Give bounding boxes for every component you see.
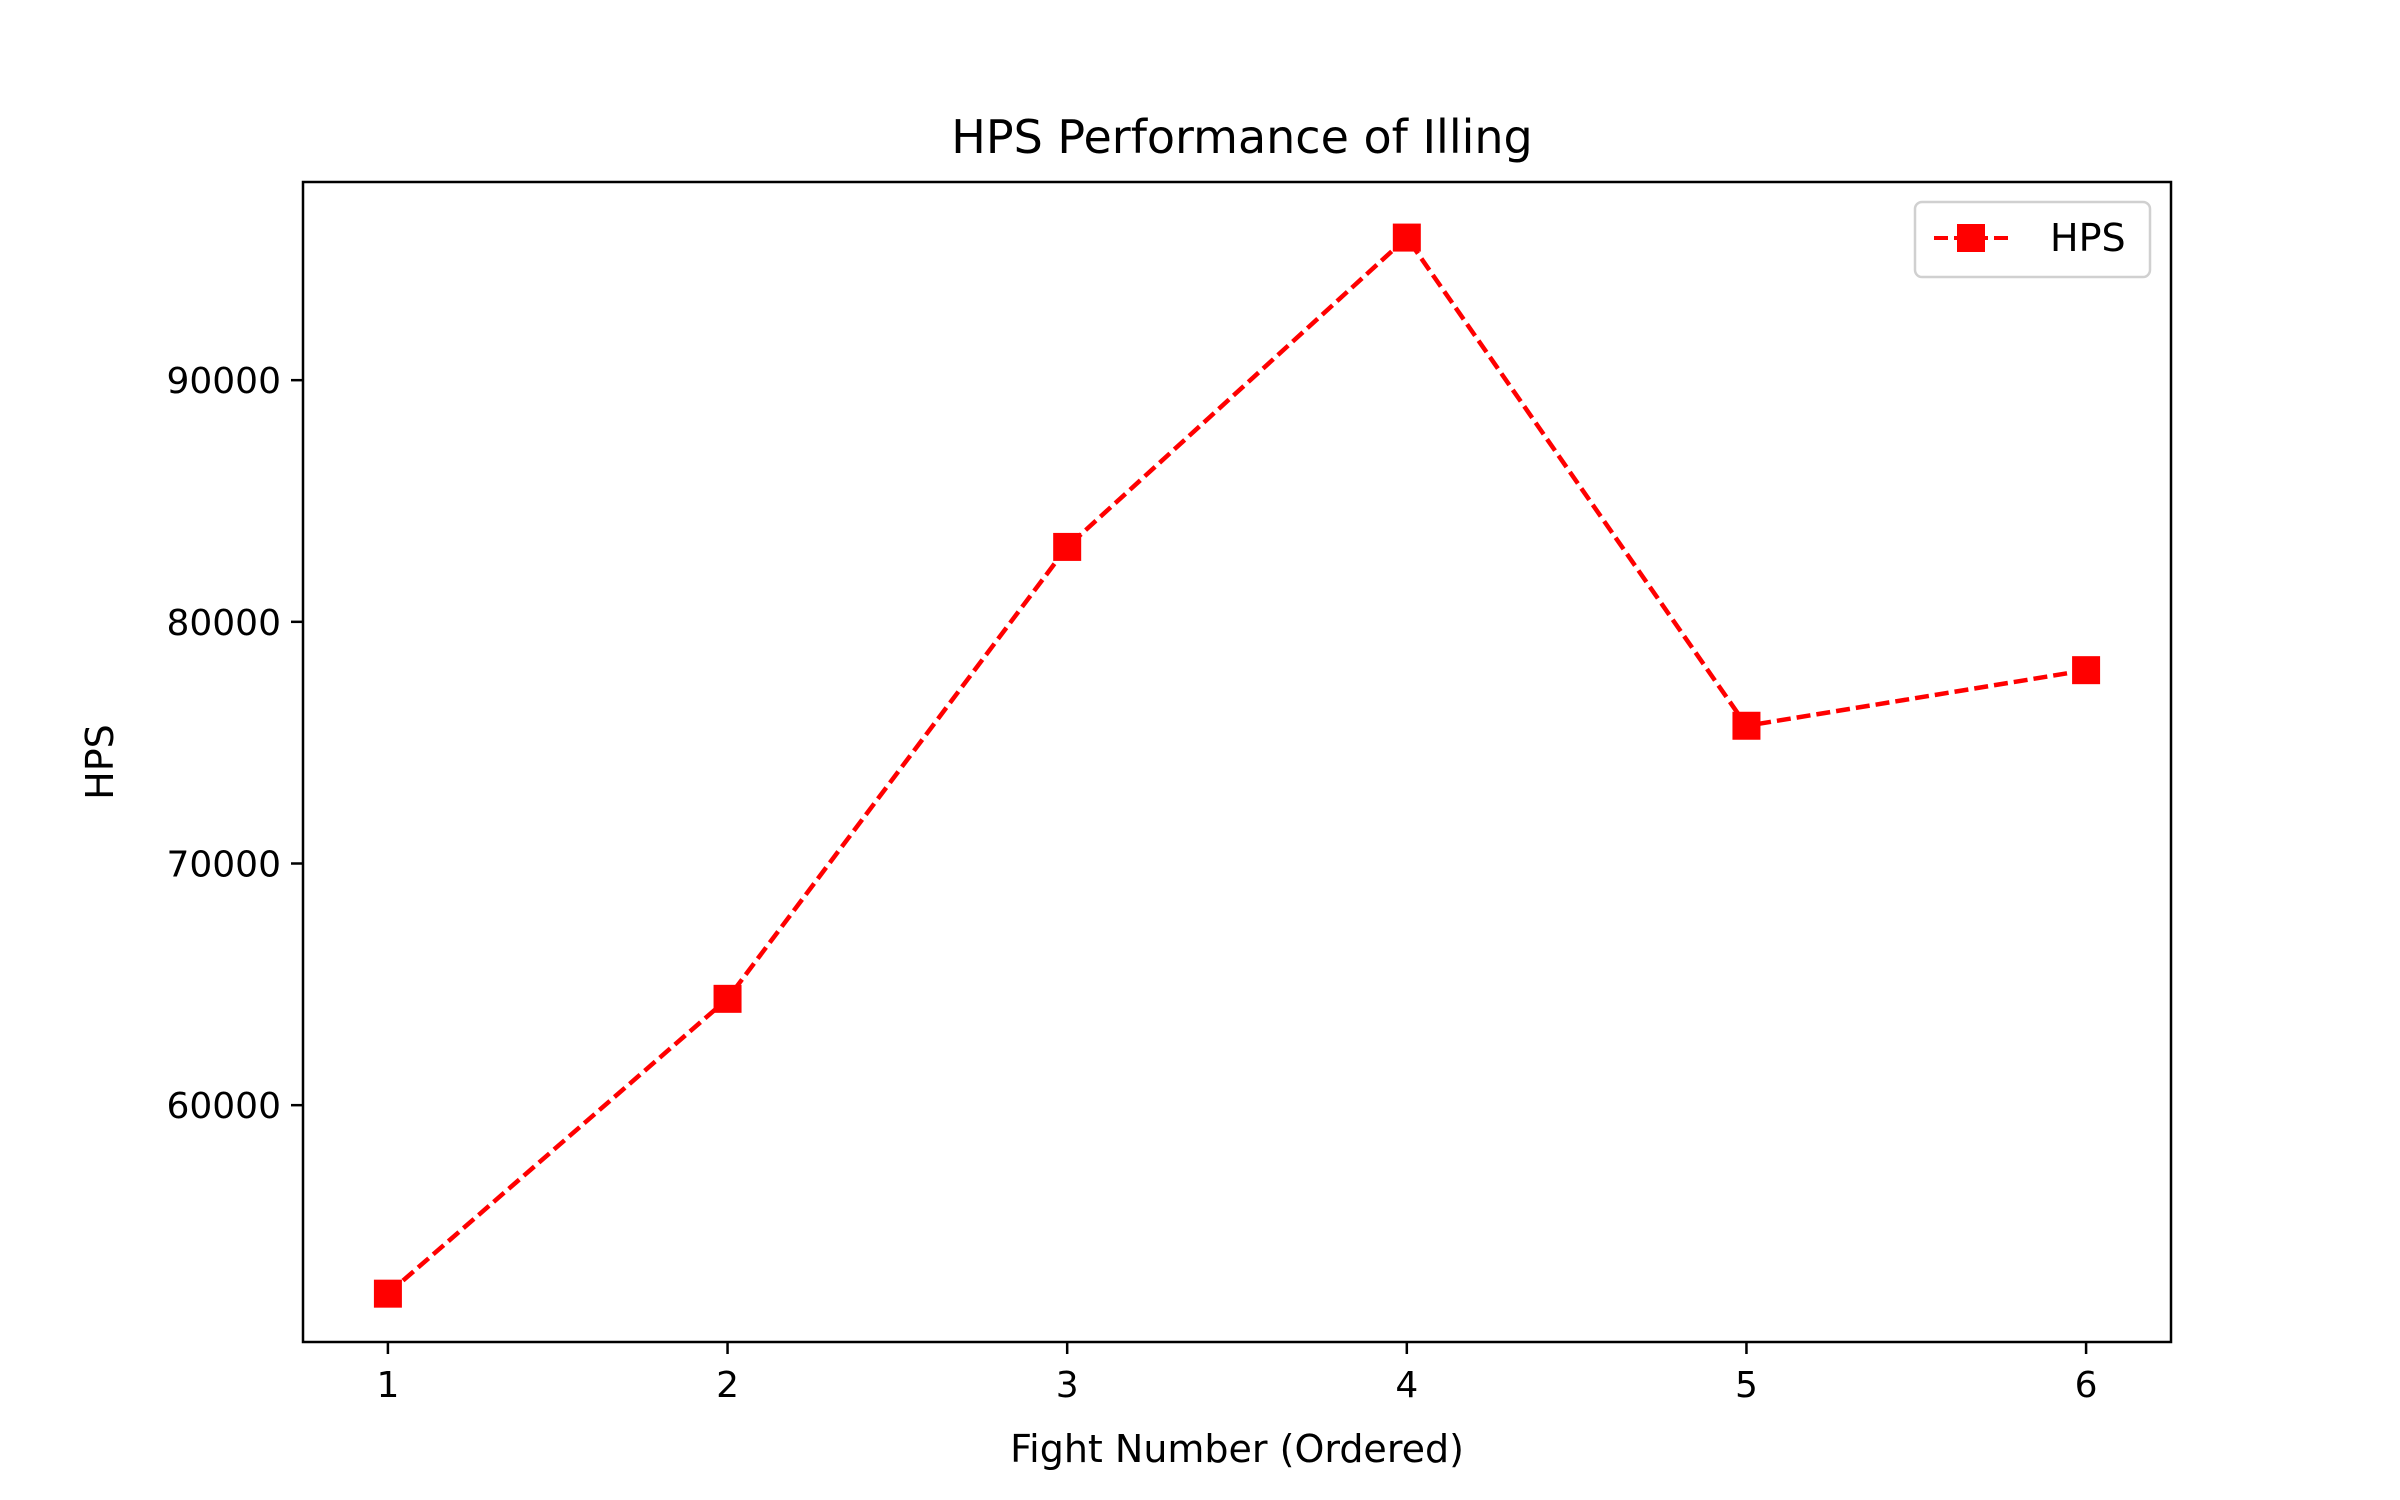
plot-area bbox=[301, 180, 2173, 1344]
x-tick-label: 3 bbox=[1056, 1365, 1079, 1406]
legend: HPS bbox=[1913, 200, 2152, 279]
legend-marker-swatch bbox=[1957, 224, 1985, 252]
legend-box bbox=[1913, 200, 2152, 279]
data-point-marker bbox=[2072, 656, 2101, 685]
legend-label-hps: HPS bbox=[2050, 216, 2126, 260]
y-tick-label: 70000 bbox=[166, 845, 281, 886]
data-point-marker bbox=[1053, 532, 1082, 561]
data-point-marker bbox=[373, 1279, 402, 1308]
y-tick-label: 60000 bbox=[166, 1086, 281, 1127]
data-point-marker bbox=[1392, 223, 1421, 252]
data-point-marker bbox=[1732, 711, 1761, 740]
y-axis-label: HPS bbox=[78, 724, 122, 800]
x-tick-label: 6 bbox=[2075, 1365, 2098, 1406]
x-axis: 1 2 3 4 5 6 bbox=[376, 1342, 2098, 1406]
y-axis: 60000 70000 80000 90000 bbox=[166, 361, 303, 1127]
y-tick-label: 90000 bbox=[166, 361, 281, 402]
data-point-marker bbox=[713, 984, 742, 1013]
x-tick-label: 5 bbox=[1735, 1365, 1758, 1406]
series-line-hps bbox=[386, 235, 2087, 1296]
x-tick-label: 4 bbox=[1395, 1365, 1418, 1406]
y-tick-label: 80000 bbox=[166, 603, 281, 644]
series-hps bbox=[373, 223, 2101, 1308]
chart-title: HPS Performance of Illing bbox=[951, 110, 1533, 164]
x-tick-label: 2 bbox=[716, 1365, 739, 1406]
x-tick-label: 1 bbox=[376, 1365, 399, 1406]
x-axis-label: Fight Number (Ordered) bbox=[1010, 1427, 1464, 1471]
